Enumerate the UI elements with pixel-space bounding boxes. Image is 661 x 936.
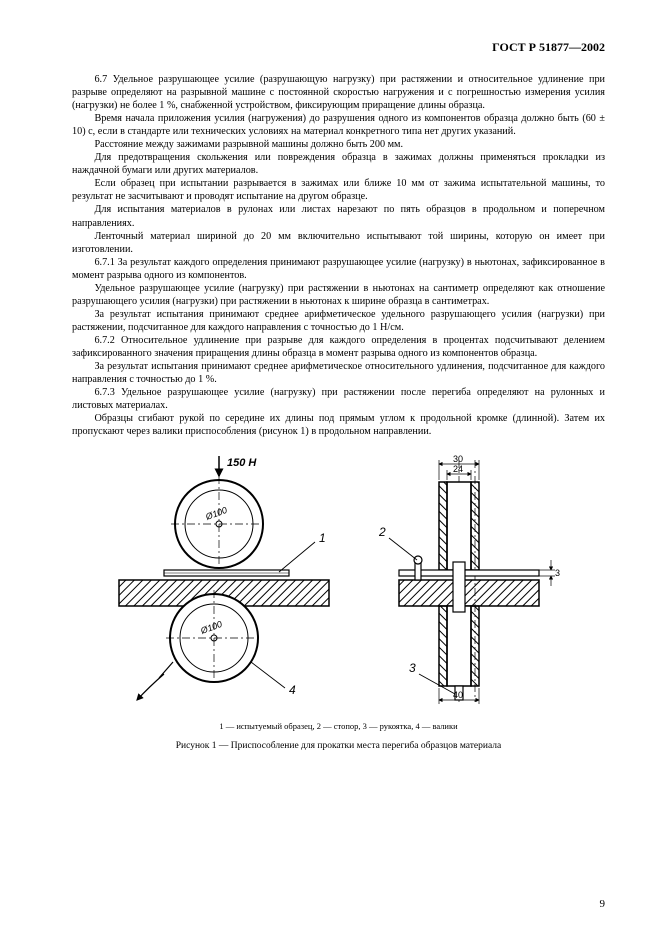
figure-1: Ø100 Ø100 150 Н 1 4 [72,452,605,751]
force-label: 150 Н [227,457,257,469]
callout-3: 3 [409,661,416,675]
callout-4: 4 [289,683,296,697]
dim-30: 30 [453,454,463,464]
paragraph: Расстояние между зажимами разрывной маши… [72,138,605,151]
paragraph: Время начала приложения усилия (нагружен… [72,112,605,138]
figure-caption-text: Рисунок 1 — Приспособление для прокатки … [176,741,501,751]
callout-1: 1 [319,531,326,545]
figure-legend-text: 1 — испытуемый образец, 2 — стопор, 3 — … [219,721,457,731]
dim-40: 40 [453,690,463,700]
dim-24: 24 [453,464,463,474]
paragraph: Для испытания материалов в рулонах или л… [72,203,605,229]
paragraph: За результат испытания принимают среднее… [72,360,605,386]
paragraph: 6.7.2 Относительное удлинение при разрыв… [72,334,605,360]
paragraph: Если образец при испытании разрывается в… [72,177,605,203]
dim-3: 3 [555,568,560,578]
left-view: Ø100 Ø100 150 Н 1 4 [119,456,329,700]
paragraph: 6.7.3 Удельное разрушающее усилие (нагру… [72,386,605,412]
figure-caption: Рисунок 1 — Приспособление для прокатки … [72,741,605,751]
paragraph: За результат испытания принимают среднее… [72,308,605,334]
document-standard-number: ГОСТ Р 51877—2002 [72,40,605,55]
paragraph: 6.7.1 За результат каждого определения п… [72,256,605,282]
paragraph: Ленточный материал шириной до 20 мм вклю… [72,230,605,256]
document-body: 6.7 Удельное разрушающее усилие (разруша… [72,73,605,438]
page-number: 9 [600,898,606,910]
figure-legend: 1 — испытуемый образец, 2 — стопор, 3 — … [72,721,605,731]
callout-2: 2 [378,525,386,539]
paragraph: Для предотвращения скольжения или повреж… [72,151,605,177]
right-view: 30 24 3 40 2 3 [378,454,560,704]
paragraph: Образцы сгибают рукой по середине их дли… [72,412,605,438]
figure-drawing: Ø100 Ø100 150 Н 1 4 [109,452,569,712]
paragraph: Удельное разрушающее усилие (нагрузку) п… [72,282,605,308]
paragraph: 6.7 Удельное разрушающее усилие (разруша… [72,73,605,112]
